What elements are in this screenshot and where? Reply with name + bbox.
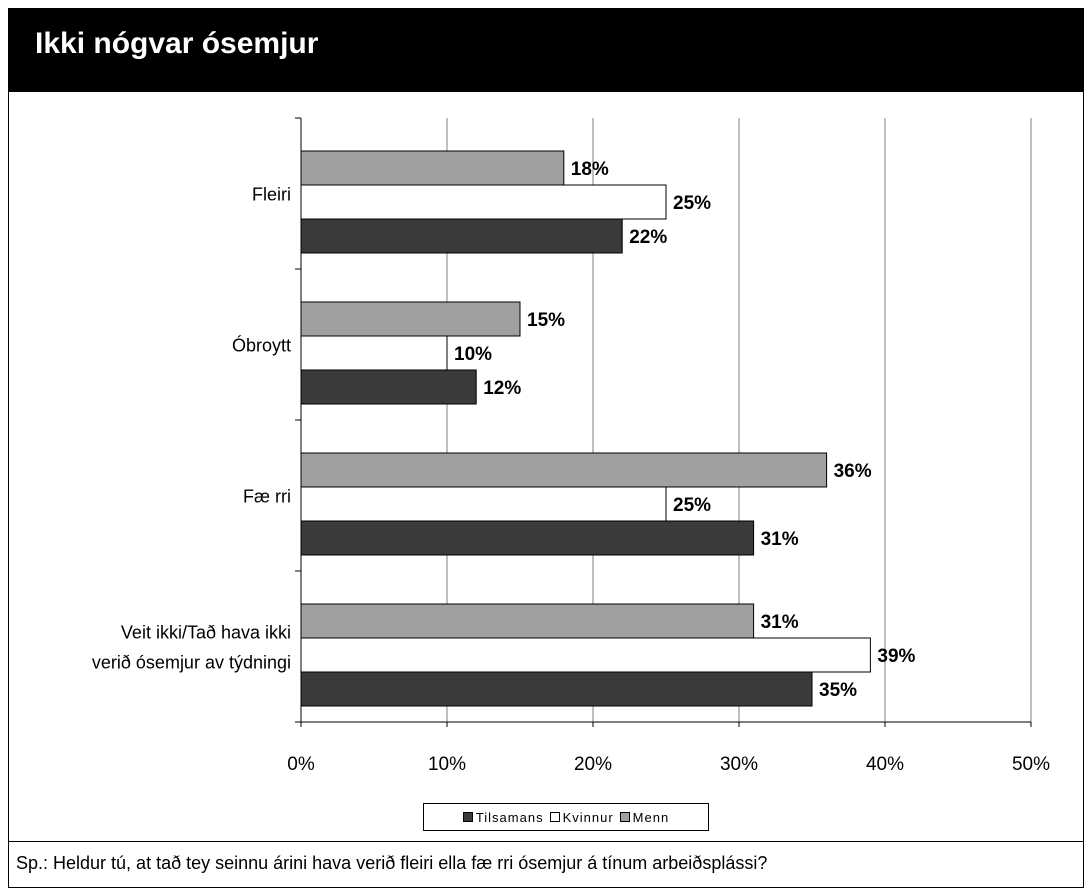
legend-item-kvinnur: Kvinnur xyxy=(549,809,614,825)
chart-legend: Tilsamans Kvinnur Menn xyxy=(423,803,709,831)
data-label: 18% xyxy=(571,159,609,180)
bar-menn xyxy=(300,603,755,639)
legend-item-menn: Menn xyxy=(619,809,670,825)
data-label: 36% xyxy=(834,461,872,482)
x-tick-label: 40% xyxy=(866,754,904,775)
bar-chart: 0% 10% 20% 30% 40% 50% Fleiri Óbroytt Fæ rri Veit… xyxy=(92,117,1050,775)
legend-swatch xyxy=(462,812,473,822)
data-label: 31% xyxy=(761,612,799,633)
chart-title: Ikki nógvar ósemjur xyxy=(35,27,319,60)
x-tick-label: 0% xyxy=(287,754,315,775)
data-label: 25% xyxy=(673,495,711,516)
data-label: 15% xyxy=(527,310,565,331)
category-label: Veit ikki/Tað hava ikki xyxy=(121,623,291,643)
bar-kvinnur xyxy=(300,335,448,371)
bar-tilsamans xyxy=(300,218,623,254)
legend-swatch xyxy=(619,812,630,822)
category-label: Fæ rri xyxy=(243,487,291,507)
data-label: 12% xyxy=(483,378,521,399)
data-label: 10% xyxy=(454,344,492,365)
category-label: Fleiri xyxy=(252,185,291,205)
x-tick-label: 10% xyxy=(428,754,466,775)
survey-question: Sp.: Heldur tú, at tað tey seinnu árini … xyxy=(16,853,768,873)
legend-label: Kvinnur xyxy=(562,809,614,825)
data-label: 31% xyxy=(761,529,799,550)
bar-menn xyxy=(300,301,521,337)
footer-divider xyxy=(9,841,1083,842)
title-divider xyxy=(9,91,1083,92)
bar-tilsamans xyxy=(300,520,755,556)
category-label: verið ósemjur av týdningi xyxy=(92,653,291,673)
legend-label: Tilsamans xyxy=(475,809,544,825)
bar-tilsamans xyxy=(300,369,477,405)
bar-kvinnur xyxy=(300,637,871,673)
chart-frame: Ikki nógvar ósemjur 0% 10% 20% 30% 40% 50% Fle… xyxy=(8,8,1084,888)
x-tick-label: 50% xyxy=(1012,754,1050,775)
data-label: 35% xyxy=(819,680,857,701)
legend-label: Menn xyxy=(632,809,670,825)
data-label: 25% xyxy=(673,193,711,214)
bar-tilsamans xyxy=(300,671,813,707)
bar-menn xyxy=(300,150,565,186)
x-tick-label: 30% xyxy=(720,754,758,775)
data-label: 22% xyxy=(629,227,667,248)
bar-menn xyxy=(300,452,828,488)
category-label: Óbroytt xyxy=(232,335,291,356)
legend-item-tilsamans: Tilsamans xyxy=(462,809,544,825)
title-bar: Ikki nógvar ósemjur xyxy=(9,9,1083,91)
legend-swatch xyxy=(549,812,560,822)
x-tick-label: 20% xyxy=(574,754,612,775)
bar-kvinnur xyxy=(300,184,667,220)
data-label: 39% xyxy=(877,646,915,667)
bar-kvinnur xyxy=(300,486,667,522)
